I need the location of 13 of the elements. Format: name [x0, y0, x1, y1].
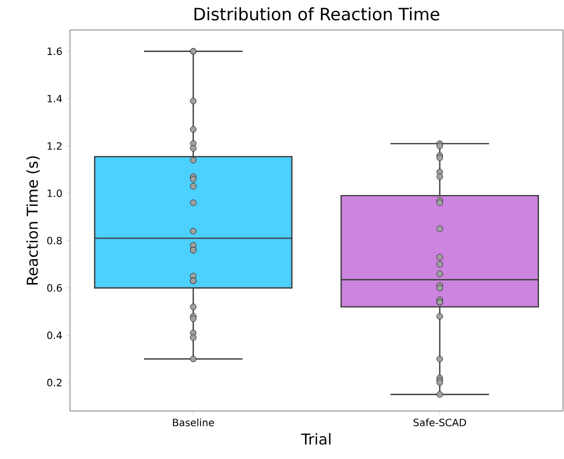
y-tick-label: 0.2 [47, 378, 62, 386]
x-axis-title: Trial [301, 433, 330, 445]
chart-title: Distribution of Reaction Time [194, 7, 440, 20]
y-tick-label: 1.6 [48, 48, 62, 56]
y-tick-label: 0.6 [47, 284, 62, 292]
y-tick-label: 1.0 [48, 189, 62, 198]
y-tick-label: 0.4 [47, 331, 62, 340]
y-tick-label: 1.4 [48, 94, 62, 102]
y-tick-label: 1.2 [48, 142, 62, 150]
x-tick-label: Baseline [173, 418, 214, 426]
x-tick-label: Safe-SCAD [414, 418, 466, 426]
y-axis-title: Reaction Time (s) [26, 156, 40, 284]
y-tick-label: 0.8 [47, 236, 62, 244]
